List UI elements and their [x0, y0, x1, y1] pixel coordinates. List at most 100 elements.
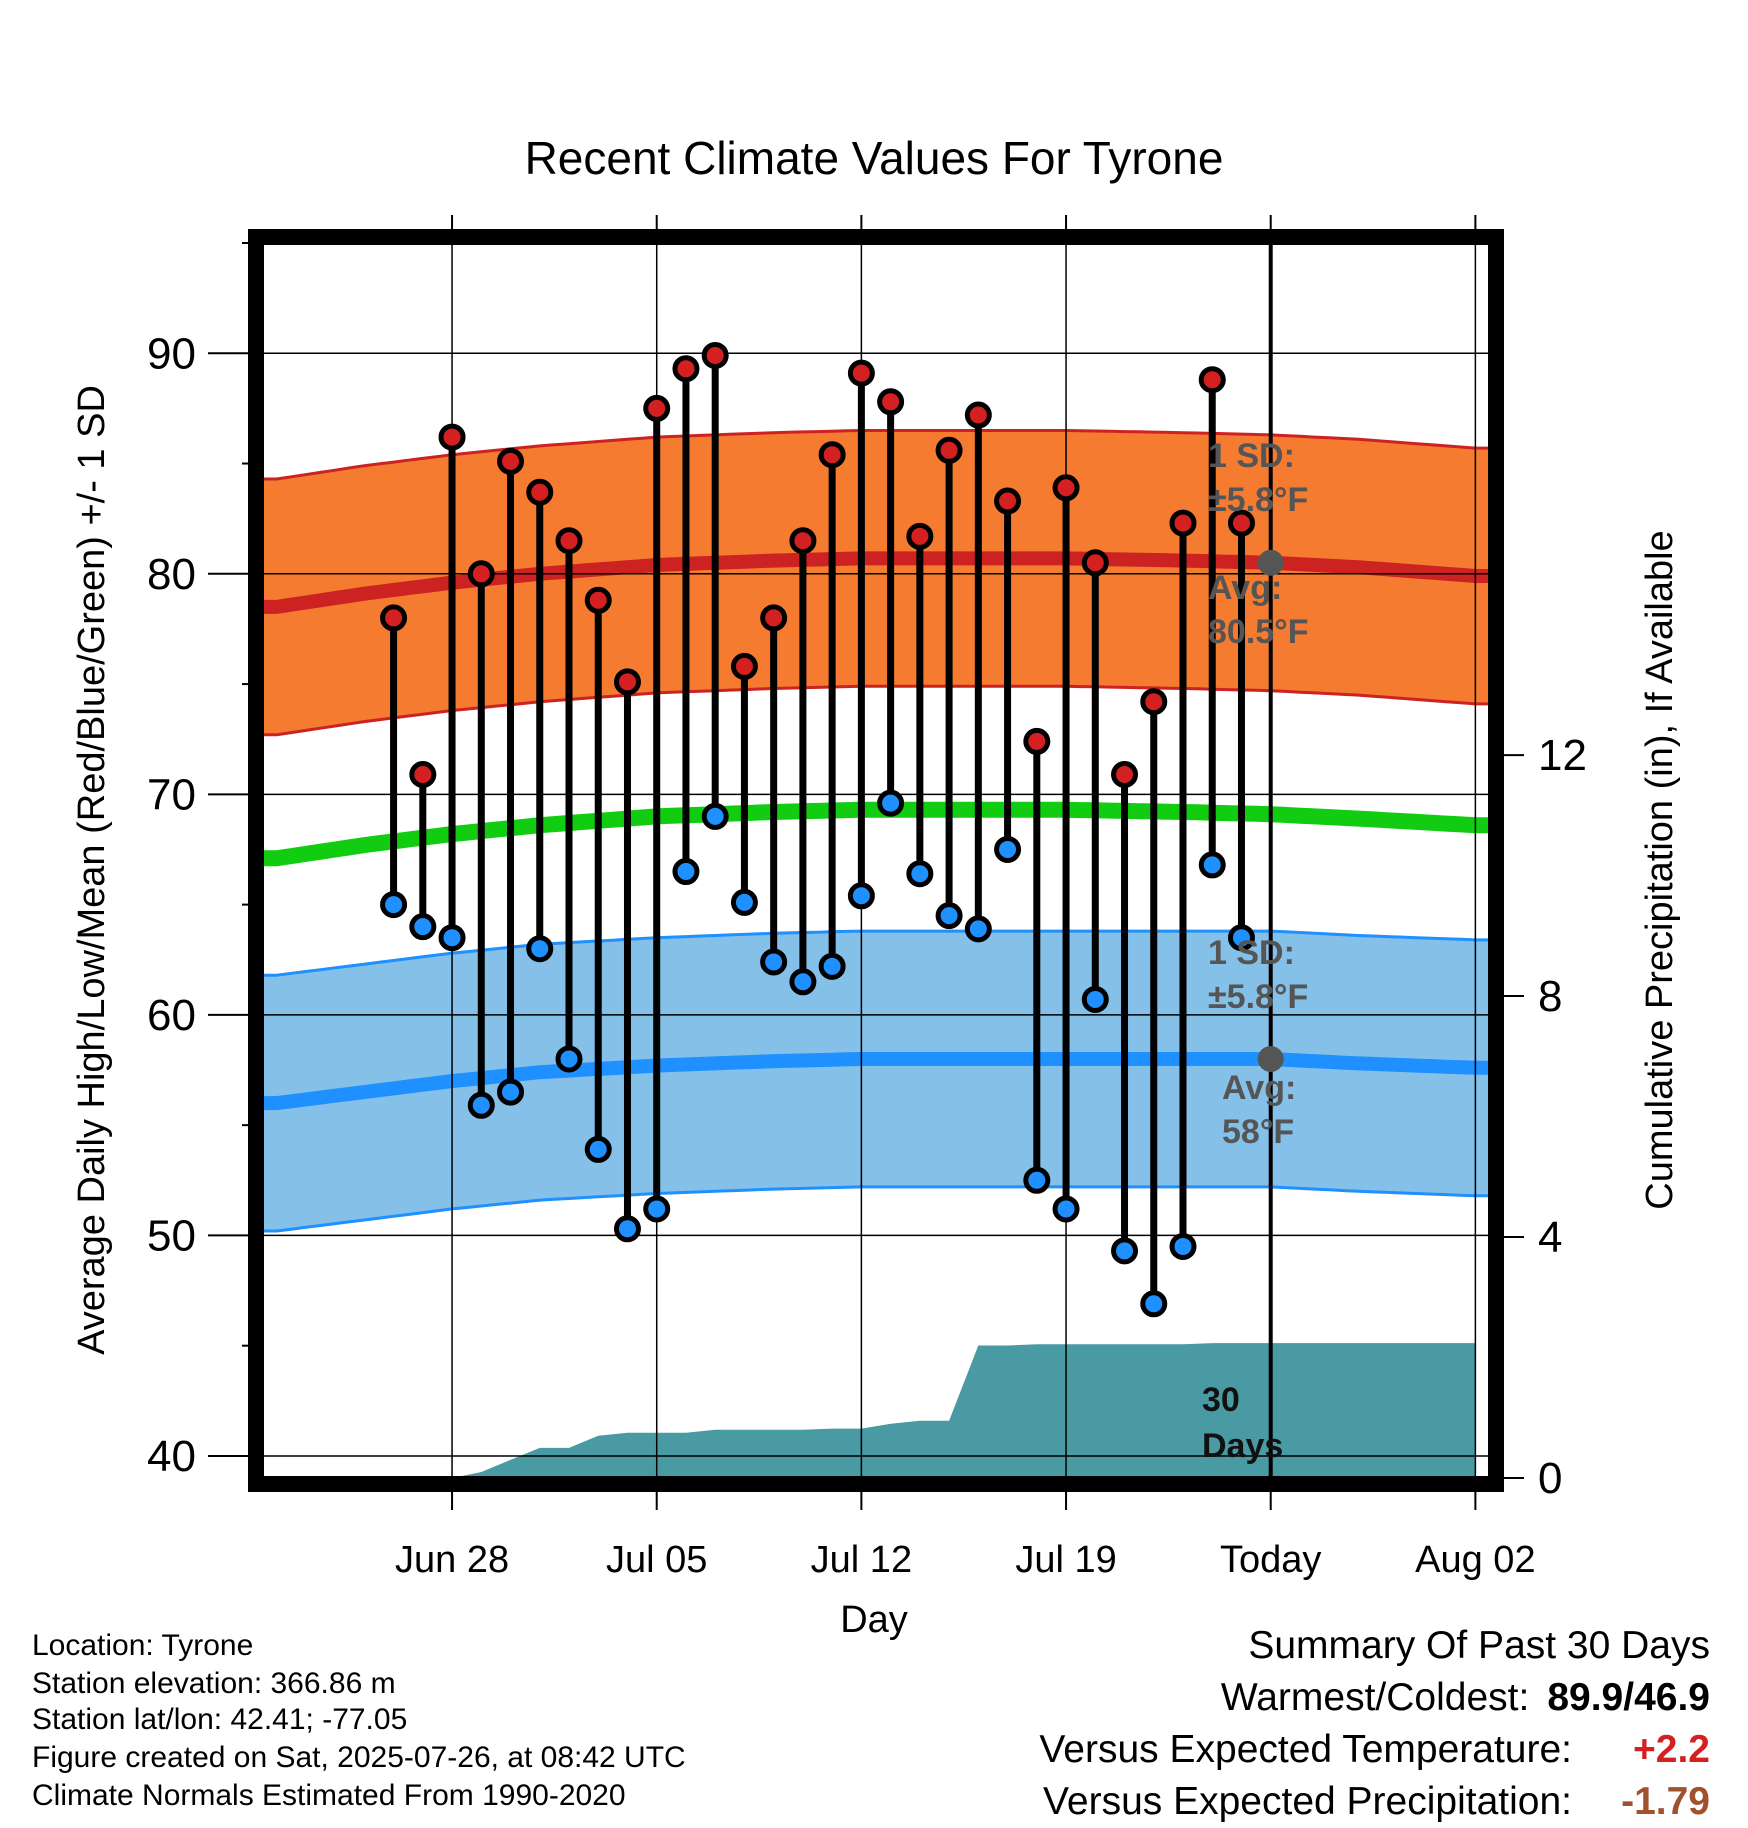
- low-sd-annotation: 1 SD:: [1208, 934, 1295, 972]
- daily-low-point: [526, 935, 554, 963]
- high-avg-annotation: 80.5°F: [1208, 613, 1309, 651]
- y-tick-label: 90: [147, 329, 196, 378]
- daily-low-point: [1169, 1232, 1197, 1260]
- daily-high-point: [1023, 727, 1051, 755]
- y2-tick-label: 4: [1538, 1213, 1562, 1262]
- normals-text: Climate Normals Estimated From 1990-2020: [32, 1779, 626, 1812]
- x-tick-label: Jul 05: [606, 1539, 707, 1581]
- low-avg-annotation: 58°F: [1222, 1113, 1294, 1151]
- daily-high-point: [789, 527, 817, 555]
- x-tick-label: Jul 12: [811, 1539, 912, 1581]
- y-tick-label: 80: [147, 550, 196, 599]
- chart-title: Recent Climate Values For Tyrone: [525, 132, 1224, 184]
- low-avg-annotation: Avg:: [1222, 1069, 1296, 1107]
- summary-temp-label: Versus Expected Temperature:: [1039, 1728, 1572, 1771]
- daily-high-point: [964, 401, 992, 429]
- y-tick-label: 60: [147, 991, 196, 1040]
- daily-high-point: [1227, 509, 1255, 537]
- low-normal-line: [262, 1052, 1490, 1111]
- daily-high-point: [1198, 366, 1226, 394]
- high-avg-annotation: Avg:: [1208, 569, 1282, 607]
- daily-low-point: [906, 860, 934, 888]
- summary-temp-row: Versus Expected Temperature: +2.2: [1039, 1724, 1710, 1776]
- daily-low-point: [1227, 924, 1255, 952]
- daily-high-point: [409, 760, 437, 788]
- daily-low-point: [467, 1091, 495, 1119]
- daily-high-point: [877, 388, 905, 416]
- today-low-avg-marker: [1257, 1045, 1284, 1072]
- daily-high-point: [847, 359, 875, 387]
- daily-low-point: [1140, 1290, 1168, 1318]
- summary-warm-row: Warmest/Coldest: 89.9/46.9: [1039, 1672, 1710, 1724]
- low-sd-lower: [262, 1185, 1490, 1233]
- high-sd-annotation: ±5.8°F: [1208, 481, 1308, 519]
- daily-high-point: [701, 341, 729, 369]
- summary-warm-label: Warmest/Coldest:: [1220, 1676, 1530, 1719]
- y-tick-label: 70: [147, 770, 196, 819]
- x-tick-label: Today: [1220, 1539, 1321, 1581]
- low-sd-upper: [262, 929, 1490, 977]
- low-sd-annotation: ±5.8°F: [1208, 978, 1308, 1016]
- daily-low-point: [994, 835, 1022, 863]
- high-sd-annotation: 1 SD:: [1208, 437, 1295, 475]
- summary-precip-value: -1.79: [1621, 1780, 1710, 1823]
- daily-high-point: [438, 423, 466, 451]
- daily-high-point: [555, 527, 583, 555]
- summary-precip-row: Versus Expected Precipitation: -1.79: [1039, 1776, 1710, 1828]
- high-sd-upper: [262, 429, 1490, 481]
- daily-high-point: [1052, 474, 1080, 502]
- created-text: Figure created on Sat, 2025-07-26, at 08…: [32, 1741, 686, 1774]
- location-text: Location: Tyrone: [32, 1629, 254, 1662]
- daily-high-point: [643, 394, 671, 422]
- daily-high-point: [613, 668, 641, 696]
- daily-low-point: [613, 1215, 641, 1243]
- daily-low-point: [497, 1078, 525, 1106]
- y-tick-label: 50: [147, 1211, 196, 1260]
- daily-low-point: [1023, 1166, 1051, 1194]
- daily-high-point: [730, 652, 758, 680]
- daily-high-point: [497, 447, 525, 475]
- daily-low-point: [730, 888, 758, 916]
- summary-heading: Summary Of Past 30 Days: [1248, 1624, 1710, 1667]
- precip-area: [276, 1343, 1476, 1478]
- daily-low-point: [935, 902, 963, 930]
- daily-high-point: [1111, 760, 1139, 788]
- x-tick-label: Aug 02: [1415, 1539, 1535, 1581]
- y-tick-label: 40: [147, 1432, 196, 1481]
- daily-low-point: [847, 882, 875, 910]
- y-axis-label: Average Daily High/Low/Mean (Red/Blue/Gr…: [71, 385, 113, 1355]
- elevation-text: Station elevation: 366.86 m: [32, 1667, 396, 1700]
- daily-low-point: [584, 1135, 612, 1163]
- today-high-avg-marker: [1257, 549, 1284, 576]
- days-annotation: 30: [1202, 1381, 1240, 1419]
- daily-low-point: [760, 948, 788, 976]
- high-normal-line: [262, 551, 1490, 614]
- summary-precip-label: Versus Expected Precipitation:: [1043, 1780, 1572, 1823]
- daily-high-point: [1140, 688, 1168, 716]
- daily-high-point: [994, 487, 1022, 515]
- daily-low-point: [818, 952, 846, 980]
- y2-axis-label: Cumulative Precipitation (in), If Availa…: [1639, 530, 1681, 1209]
- summary-warm-value: 89.9/46.9: [1547, 1676, 1710, 1719]
- daily-low-point: [701, 802, 729, 830]
- daily-high-point: [818, 441, 846, 469]
- x-tick-label: Jun 28: [395, 1539, 509, 1581]
- daily-high-point: [760, 604, 788, 632]
- daily-low-point: [438, 924, 466, 952]
- mean-normal-line: [262, 801, 1490, 867]
- y2-tick-label: 8: [1538, 972, 1562, 1021]
- daily-high-point: [1081, 549, 1109, 577]
- daily-low-point: [964, 915, 992, 943]
- daily-low-point: [409, 913, 437, 941]
- daily-low-point: [672, 858, 700, 886]
- latlon-text: Station lat/lon: 42.41; -77.05: [32, 1703, 408, 1736]
- summary-temp-value: +2.2: [1633, 1728, 1710, 1771]
- daily-high-point: [584, 586, 612, 614]
- daily-low-point: [789, 968, 817, 996]
- days-annotation: Days: [1202, 1427, 1283, 1465]
- daily-low-point: [1198, 851, 1226, 879]
- daily-low-point: [555, 1045, 583, 1073]
- x-tick-label: Jul 19: [1015, 1539, 1116, 1581]
- y2-tick-label: 0: [1538, 1454, 1562, 1503]
